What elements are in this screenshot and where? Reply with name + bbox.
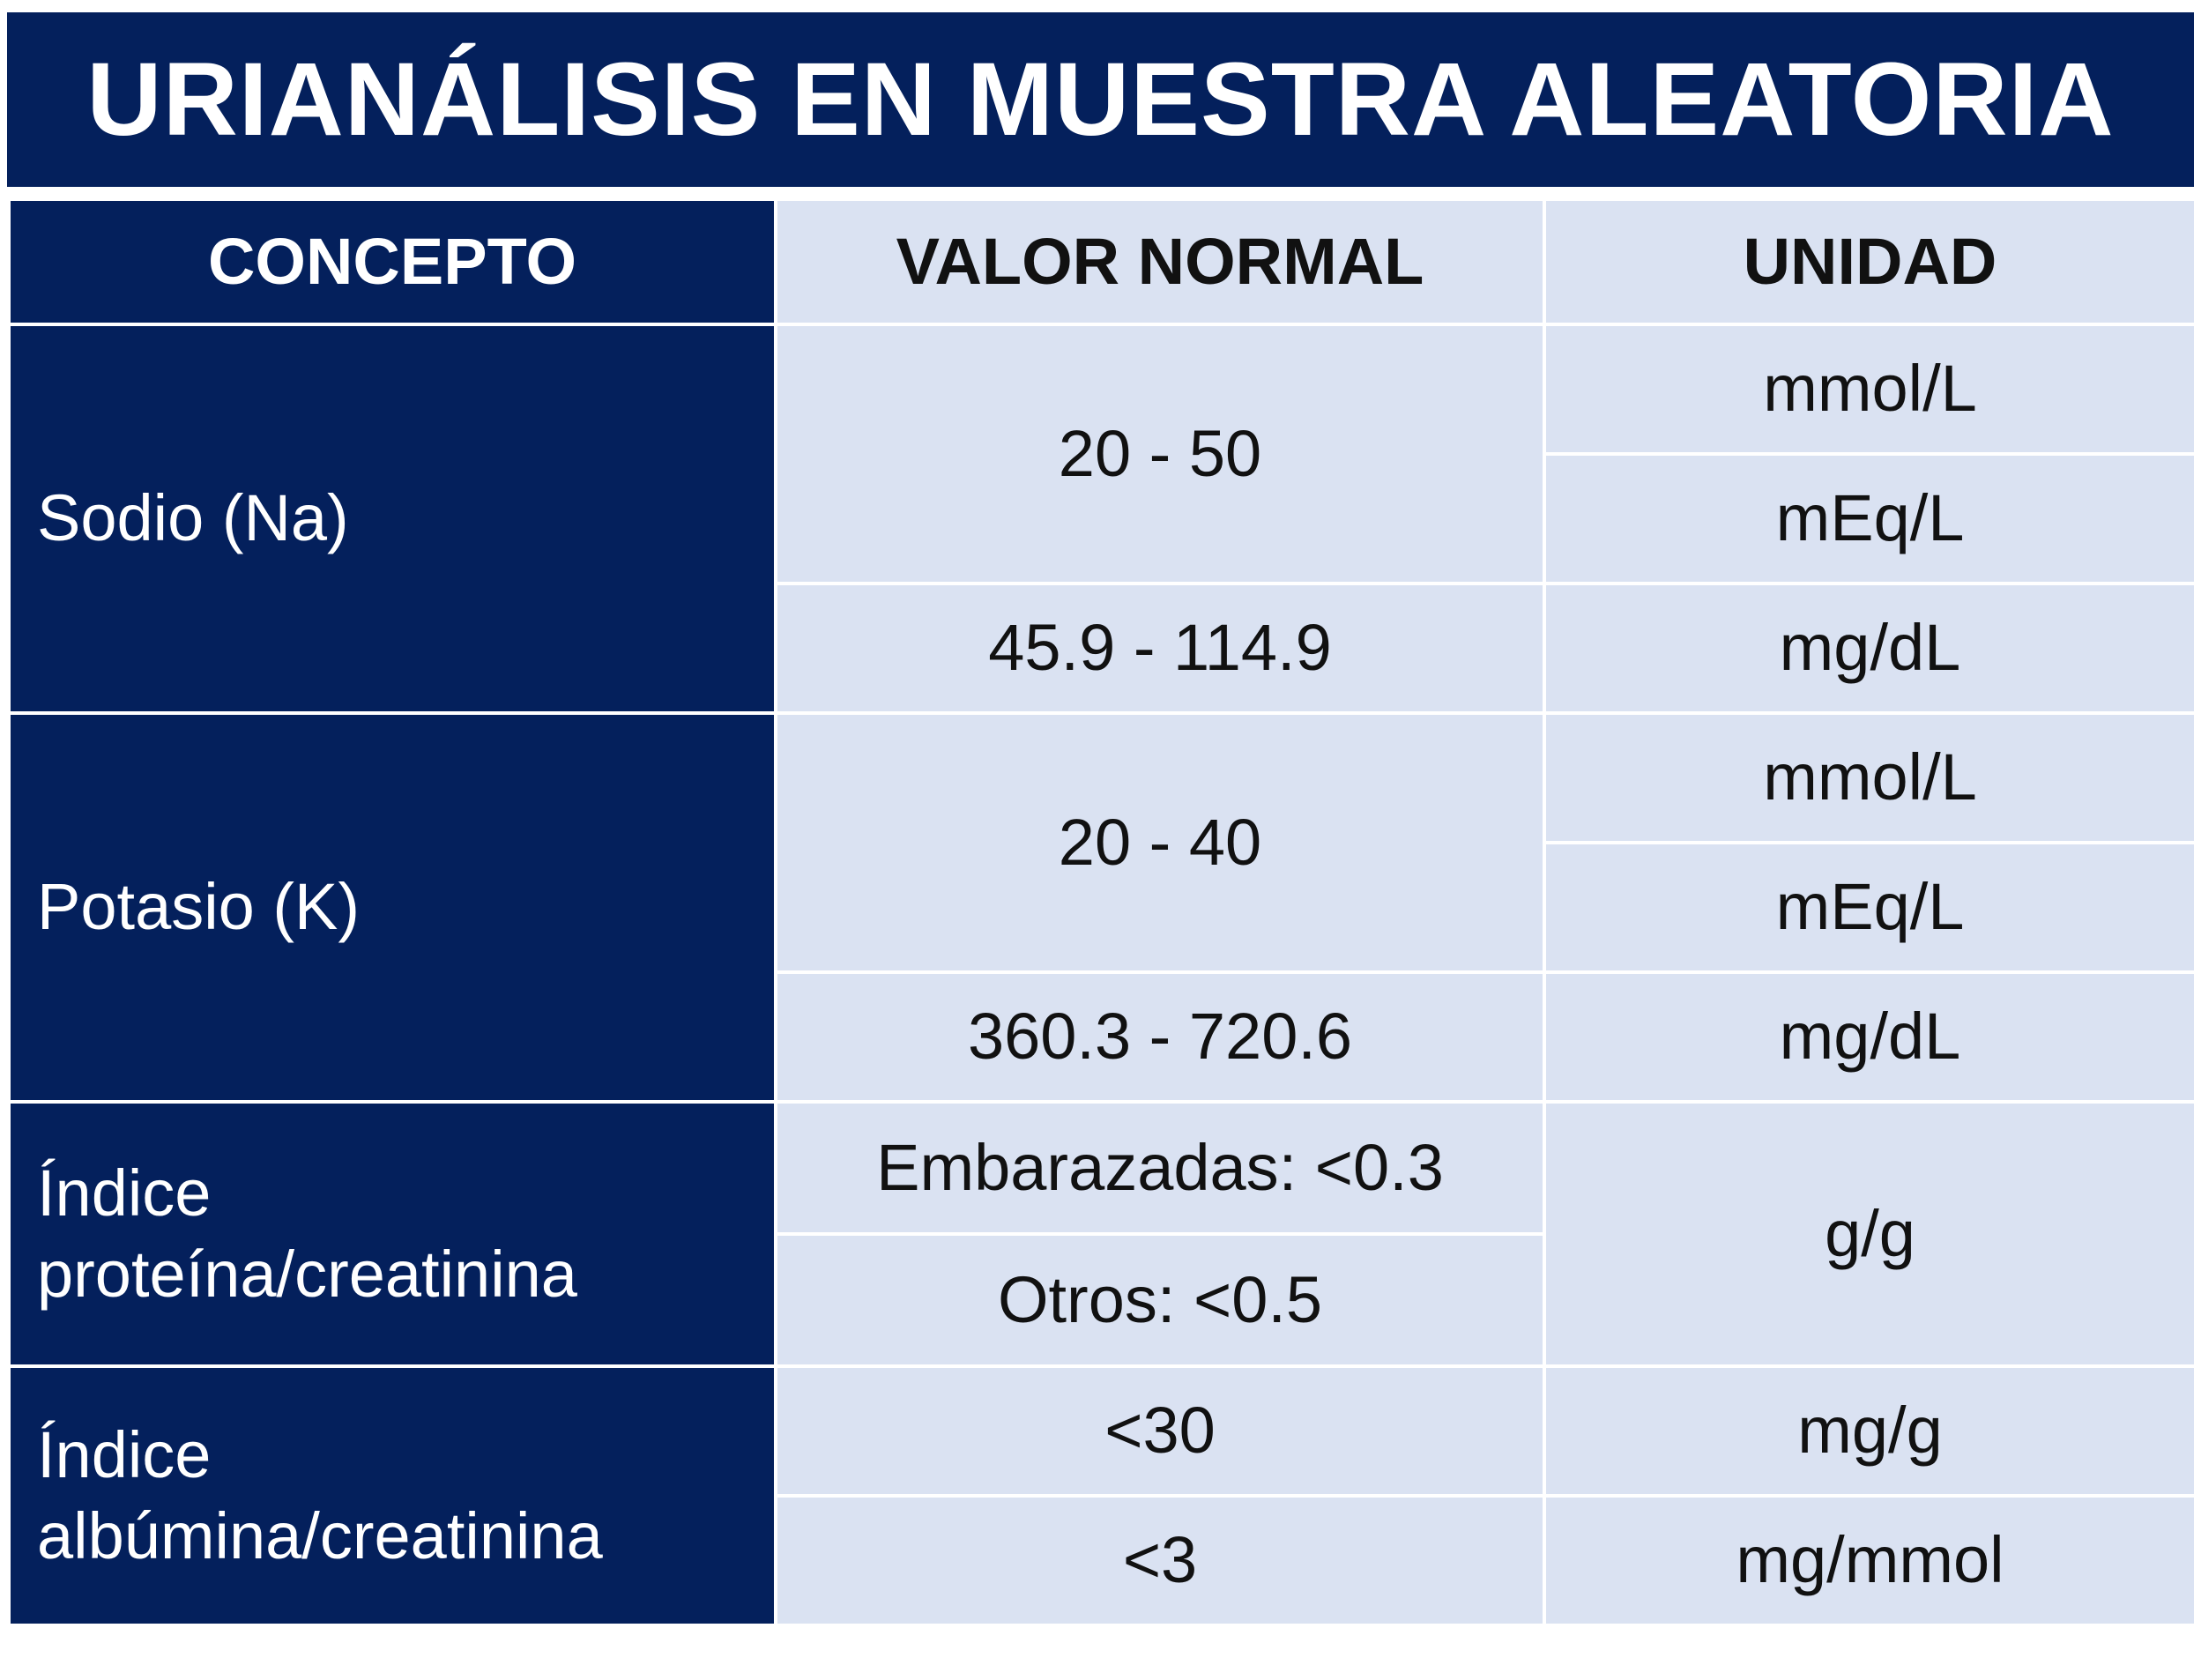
valor-albumina-1: <30 xyxy=(774,1364,1546,1498)
concepto-albumina-line1: Índice xyxy=(37,1417,212,1491)
urinalysis-table: CONCEPTO VALOR NORMAL UNIDAD Sodio (Na) … xyxy=(7,197,2197,1627)
table-row: Potasio (K) 20 - 40 mmol/L xyxy=(7,711,2197,1104)
concepto-albumina-line2: albúmina/creatinina xyxy=(37,1499,603,1572)
concepto-potasio: Potasio (K) xyxy=(7,711,777,1104)
unidad-sodio-mg: mg/dL xyxy=(1543,582,2197,715)
unidad-potasio-mg: mg/dL xyxy=(1543,970,2197,1104)
table-row: Otros: <0.5 xyxy=(9,1232,2196,1368)
concepto-proteina-creatinina: Índice proteína/creatinina xyxy=(7,1100,777,1368)
valor-embarazadas: Embarazadas: <0.3 xyxy=(774,1100,1546,1236)
unidad-sodio-meq: mEq/L xyxy=(1543,452,2197,585)
table-row: mEq/L xyxy=(9,452,2197,585)
header-valor-normal: VALOR NORMAL xyxy=(774,197,1546,326)
unidad-proteina-creatinina: g/g xyxy=(1543,1100,2197,1368)
header-concepto: CONCEPTO xyxy=(7,197,777,326)
unidad-potasio-meq: mEq/L xyxy=(1543,841,2197,974)
valor-albumina-2: <3 xyxy=(774,1494,1546,1627)
valor-potasio-molar: 20 - 40 xyxy=(774,711,1546,974)
table-row: 45.9 - 114.9 mg/dL xyxy=(9,582,2197,715)
valor-potasio-masa: 360.3 - 720.6 xyxy=(774,970,1546,1104)
table-row: 360.3 - 720.6 mg/dL xyxy=(9,970,2197,1104)
concepto-sodio: Sodio (Na) xyxy=(7,323,777,715)
header-unidad: UNIDAD xyxy=(1543,197,2197,326)
unidad-albumina-2: mg/mmol xyxy=(1543,1494,2197,1627)
page-title: URIANÁLISIS EN MUESTRA ALEATORIA xyxy=(7,12,2194,187)
valor-sodio-molar: 20 - 50 xyxy=(774,323,1546,585)
table-row: Índice albúmina/creatinina <30 mg/g xyxy=(7,1364,2197,1627)
concepto-proteina-line2: proteína/creatinina xyxy=(37,1238,577,1311)
valor-sodio-masa: 45.9 - 114.9 xyxy=(774,582,1546,715)
table-row: <3 mg/mmol xyxy=(9,1494,2197,1627)
valor-otros: Otros: <0.5 xyxy=(774,1232,1546,1368)
table-row: Índice proteína/creatinina Embarazadas: … xyxy=(7,1100,2197,1368)
concepto-proteina-line1: Índice xyxy=(37,1156,212,1230)
concepto-albumina-creatinina: Índice albúmina/creatinina xyxy=(7,1364,777,1627)
unidad-potasio-mmol: mmol/L xyxy=(1543,711,2197,844)
table-row: Sodio (Na) 20 - 50 mmol/L xyxy=(7,323,2197,715)
unidad-albumina-1: mg/g xyxy=(1543,1364,2197,1498)
table-row: mEq/L xyxy=(9,841,2197,974)
unidad-sodio-mmol: mmol/L xyxy=(1543,323,2197,456)
header-row: CONCEPTO VALOR NORMAL UNIDAD xyxy=(7,197,2197,326)
